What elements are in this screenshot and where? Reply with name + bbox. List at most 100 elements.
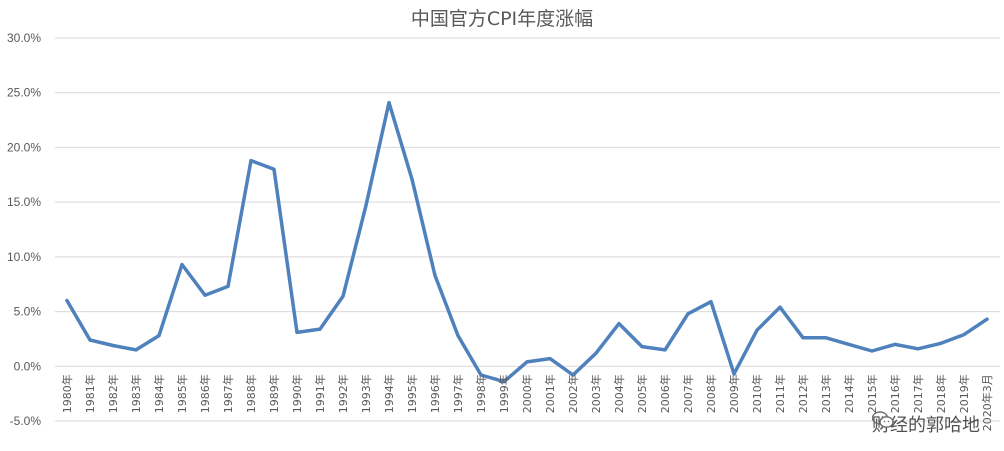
data-point [847, 342, 851, 346]
x-tick-label: 1984年 [152, 374, 166, 413]
x-tick-label: 2019年 [957, 374, 971, 413]
y-tick-label: 15.0% [7, 195, 41, 209]
x-tick-label: 2013年 [819, 374, 833, 413]
x-tick-label: 2003年 [589, 374, 603, 413]
chart-title: 中国官方CPI年度涨幅 [410, 8, 594, 30]
x-tick-label: 1992年 [336, 374, 350, 413]
wechat-icon [872, 411, 894, 428]
data-point [502, 380, 506, 384]
data-point [916, 347, 920, 351]
x-tick-label: 2005年 [635, 374, 649, 413]
data-point [203, 293, 207, 297]
data-point [111, 343, 115, 348]
data-point [65, 299, 69, 303]
x-tick-label: 2004年 [612, 374, 626, 413]
y-tick-label: 25.0% [7, 86, 41, 100]
data-point [272, 167, 276, 171]
data-point [732, 372, 736, 376]
x-tick-label: 2018年 [934, 374, 948, 413]
x-tick-label: 2015年 [865, 374, 879, 413]
x-tick-label: 1985年 [175, 374, 189, 413]
grid-layer [55, 37, 1000, 422]
x-tick-label: 2010年 [750, 374, 764, 413]
x-tick-label: 1996年 [428, 374, 442, 413]
x-tick-label: 1999年 [497, 374, 511, 413]
data-point [479, 373, 483, 377]
data-point [709, 300, 713, 304]
data-point [778, 305, 782, 309]
x-axis-tick-labels: 1980年 1981年 1982年 1983年 1984年 1985年 1986年 1987年… [60, 374, 994, 431]
data-point [525, 360, 529, 364]
data-point [801, 336, 805, 340]
x-tick-label: 1990年 [290, 374, 304, 413]
x-tick-label: 2001年 [543, 374, 557, 413]
data-point [134, 348, 138, 352]
data-point [433, 273, 437, 278]
data-point [571, 373, 575, 377]
data-point [939, 341, 943, 345]
data-point [893, 342, 897, 346]
y-tick-label: 0.0% [14, 359, 42, 373]
data-point [985, 317, 989, 321]
x-tick-label: 1981年 [83, 374, 97, 413]
x-tick-label: 1997年 [451, 374, 465, 413]
data-point [686, 312, 690, 316]
y-tick-label: 30.0% [7, 31, 41, 45]
data-point [548, 357, 552, 361]
x-tick-label: 1989年 [267, 374, 281, 413]
data-point [387, 100, 391, 105]
x-tick-label: 1987年 [221, 374, 235, 413]
watermark-text: 财经的郭哈地 [872, 415, 980, 436]
x-tick-label: 1994年 [382, 374, 396, 413]
y-tick-label: 10.0% [7, 250, 41, 264]
data-point [364, 203, 368, 208]
data-point [318, 327, 322, 331]
x-tick-label: 2011年 [773, 374, 787, 413]
data-point [410, 177, 414, 181]
x-tick-label: 2002年 [566, 374, 580, 413]
x-tick-label: 2006年 [658, 374, 672, 413]
data-point [341, 294, 345, 298]
watermark: 财经的郭哈地 [872, 411, 980, 437]
y-tick-label: 20.0% [7, 140, 41, 154]
data-point [617, 322, 621, 326]
x-tick-label: 2012年 [796, 374, 810, 413]
x-tick-label: 2017年 [911, 374, 925, 413]
x-tick-label: 1993年 [359, 374, 373, 413]
data-point [870, 349, 874, 353]
x-tick-label: 2008年 [704, 374, 718, 413]
data-point [824, 336, 828, 340]
y-tick-label: 5.0% [14, 305, 42, 319]
x-tick-label: 2020年3月 [980, 374, 994, 431]
x-tick-label: 1995年 [405, 374, 419, 413]
series-layer [65, 100, 989, 384]
data-point [663, 348, 667, 352]
x-tick-label: 1998年 [474, 374, 488, 413]
x-tick-label: 2009年 [727, 374, 741, 413]
data-point [226, 284, 230, 289]
y-tick-label: -5.0% [10, 414, 42, 428]
y-axis-tick-labels: -5.0% 0.0% 5.0% 10.0% 15.0% 20.0% 25.0% 30.0% [7, 31, 41, 428]
data-point [594, 351, 598, 355]
x-tick-label: 1988年 [244, 374, 258, 413]
data-point [295, 330, 299, 334]
x-tick-label: 1991年 [313, 374, 327, 413]
series-line [65, 100, 989, 384]
data-point [157, 334, 161, 338]
data-point [640, 344, 644, 349]
data-point [962, 332, 966, 337]
x-tick-label: 2016年 [888, 374, 902, 413]
data-point [755, 328, 759, 332]
x-tick-label: 2007年 [681, 374, 695, 413]
data-point [249, 158, 253, 163]
x-tick-label: 1983年 [129, 374, 143, 413]
x-tick-label: 1986年 [198, 374, 212, 413]
x-tick-label: 2000年 [520, 374, 534, 413]
x-tick-label: 2014年 [842, 374, 856, 413]
data-point [88, 338, 92, 342]
data-point [456, 334, 460, 338]
x-tick-label: 1982年 [106, 374, 120, 413]
x-tick-label: 1980年 [60, 374, 74, 413]
